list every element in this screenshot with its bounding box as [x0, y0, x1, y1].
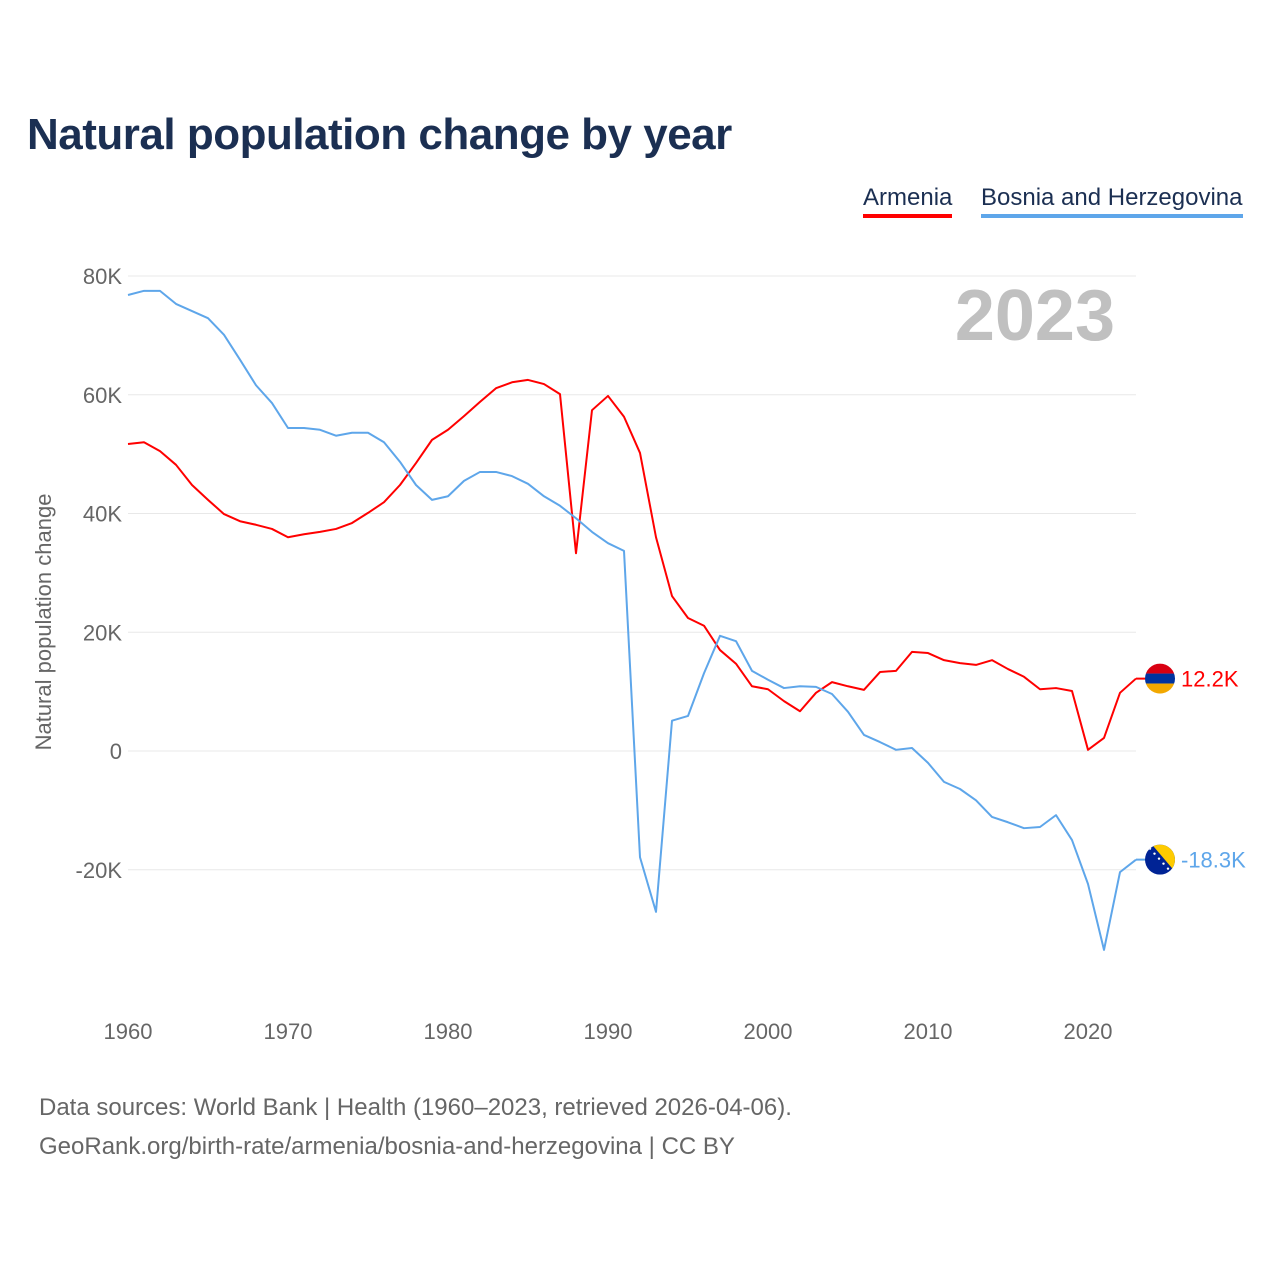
footer-sources: Data sources: World Bank | Health (1960–…	[39, 1094, 792, 1121]
end-value-label: 12.2K	[1181, 667, 1239, 692]
x-tick-label: 1960	[104, 1019, 153, 1044]
y-tick-label: -20K	[76, 858, 123, 883]
x-tick-label: 1970	[264, 1019, 313, 1044]
y-tick-label: 60K	[83, 383, 122, 408]
y-tick-label: 0	[110, 739, 122, 764]
y-axis-label: Natural population change	[31, 494, 56, 751]
x-tick-label: 2010	[904, 1019, 953, 1044]
line-chart: 80K 60K 40K 20K 0 -20K 1960 1970 1980 1990 2000 201…	[31, 264, 1246, 1044]
end-value-label: -18.3K	[1181, 848, 1246, 873]
armenia-flag-icon	[1145, 663, 1175, 694]
legend-armenia[interactable]: Armenia	[863, 184, 953, 218]
y-tick-label: 20K	[83, 620, 122, 645]
x-tick-label: 1990	[584, 1019, 633, 1044]
series-line-armenia	[127, 378, 1137, 751]
x-tick-label: 1980	[424, 1019, 473, 1044]
footer-link[interactable]: GeoRank.org/birth-rate/armenia/bosnia-an…	[39, 1133, 735, 1160]
series-line-bosnia	[127, 289, 1137, 951]
bosnia-flag-icon	[1145, 844, 1175, 875]
chart-title: Natural population change by year	[27, 110, 732, 159]
x-tick-label: 2020	[1064, 1019, 1113, 1044]
x-tick-label: 2000	[744, 1019, 793, 1044]
y-tick-label: 40K	[83, 502, 122, 527]
year-watermark: 2023	[955, 276, 1115, 356]
footer: Data sources: World Bank | Health (1960–…	[39, 1088, 792, 1166]
y-tick-label: 80K	[83, 264, 122, 289]
legend-bosnia[interactable]: Bosnia and Herzegovina	[981, 184, 1243, 218]
